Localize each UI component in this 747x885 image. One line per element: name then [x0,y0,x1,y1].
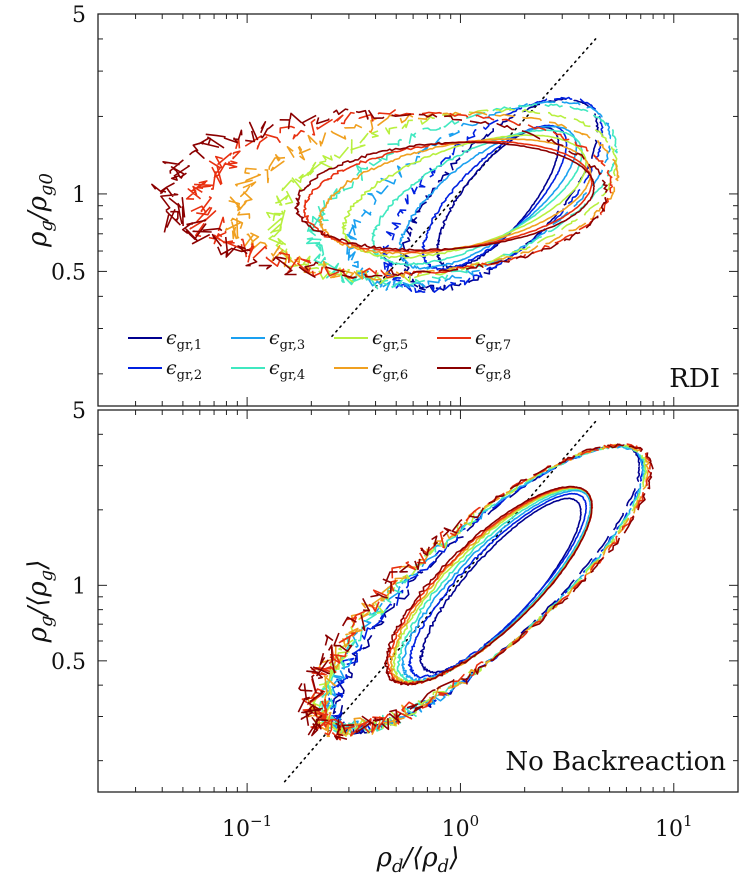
contour-outer-8 [151,108,609,279]
contour-inner-5 [341,134,588,259]
y-axis-title-top: ρg/ρg0 [23,173,57,248]
bottom-plot-area [283,420,654,783]
y-tick-label: 5 [72,3,86,28]
x-tick-label: 10−1 [222,812,272,842]
legend: ϵgr,1 ϵgr,2 ϵgr,3 ϵgr,4 ϵgr,5 ϵgr,6 ϵgr,7 ϵgr,8 [128,327,511,383]
plot-clip-group [283,420,654,783]
contour-inner-8 [383,485,593,687]
contour-inner-8 [294,141,595,252]
top-plot-area [151,38,620,338]
legend-entry-label: ϵgr,7 [475,327,511,353]
y-tick-label: 0.5 [51,260,86,285]
contour-outer-4 [305,103,618,290]
y-tick-label: 5 [72,399,86,424]
contour-outer-7 [185,109,614,280]
contour-inner-4 [371,129,583,267]
x-tick-label: 101 [655,812,693,842]
contour-outer-6 [225,111,620,281]
plot-clip-group [151,38,620,338]
legend-entry-label: ϵgr,1 [166,327,202,353]
legend-entry-label: ϵgr,6 [372,357,408,383]
contour-inner-6 [318,138,592,255]
legend-entry-label: ϵgr,5 [372,327,408,353]
contour-outer-1 [400,97,599,293]
y-tick-label: 1 [72,183,86,208]
y-tick-label: 0.5 [51,650,86,675]
panel-label-bottom: No Backreaction [505,747,726,777]
top-ticks: 0.5 1 5 [51,3,739,406]
y-tick-label: 1 [72,574,86,599]
contour-outer-8 [296,443,654,741]
legend-entry-label: ϵgr,8 [475,357,511,383]
y-axis-title-bottom: ρg/⟨ρg⟩ [23,560,57,644]
contour-inner-4 [396,488,593,683]
contour-inner-3 [401,489,592,682]
bottom-ticks: 0.5 1 5 10−1 100 101 [51,399,739,842]
contour-inner-7 [303,140,593,253]
contour-outer-3 [346,99,612,291]
contour-inner-2 [407,492,588,679]
panel-label-top: RDI [669,364,720,394]
x-axis-title: ρd/⟨ρd⟩ [376,843,460,877]
x-tick-label: 100 [442,812,480,842]
contour-outer-5 [265,108,619,285]
legend-entry-label: ϵgr,4 [269,357,305,383]
legend-entry-label: ϵgr,2 [166,357,202,383]
legend-entry-label: ϵgr,3 [269,327,305,353]
panel-top: 0.515 ϵgr,1ϵgr,2ϵgr,3ϵgr,4ϵgr,5ϵgr,6ϵgr,… [23,3,739,407]
